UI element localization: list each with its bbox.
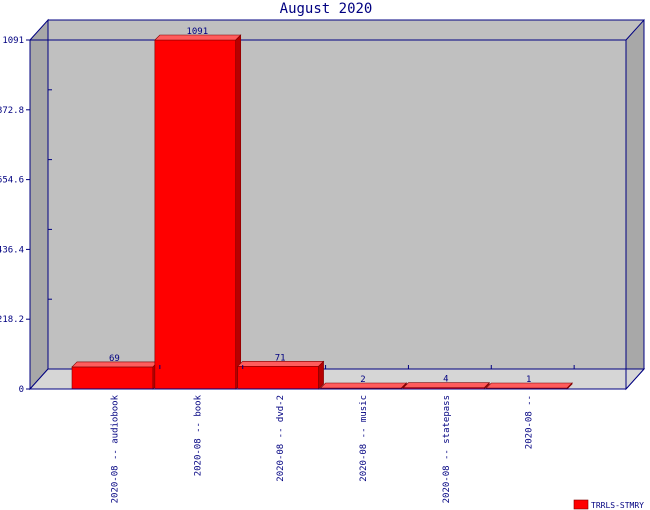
data-label: 1 [526, 375, 531, 385]
chart-title: August 2020 [280, 1, 373, 17]
y-tick-label: 218.2 [0, 315, 24, 325]
data-label: 4 [443, 375, 448, 385]
data-label: 71 [275, 353, 286, 363]
right-wall [625, 18, 645, 391]
legend-label: TRRLS-STMRY [591, 501, 644, 510]
bars: 69 1091 71 2 4 1 [71, 27, 573, 390]
x-tick-label: 2020-08 -- music [359, 395, 369, 482]
bar-front [71, 366, 154, 390]
x-tick-label: 2020-08 -- book [193, 394, 203, 476]
back-wall [47, 19, 645, 370]
x-tick-label: 2020-08 -- [525, 395, 535, 449]
bar-side [235, 34, 242, 390]
bar: 71 [236, 353, 325, 390]
plot-background [28, 18, 646, 391]
data-label: 1091 [186, 27, 208, 37]
x-tick-label: 2020-08 -- dvd-2 [276, 395, 286, 482]
bar: 1091 [154, 27, 242, 390]
y-tick-label: 1091 [2, 36, 24, 46]
data-label: 69 [109, 354, 120, 364]
y-tick-label: 0 [19, 385, 24, 395]
bar-front [154, 39, 237, 390]
y-axis: 0 218.2 436.4 654.6 872.8 1091 [0, 36, 31, 395]
x-tick-label: 2020-08 -- audiobook [110, 394, 120, 503]
x-axis: 2020-08 -- audiobook 2020-08 -- book 2020-… [30, 365, 626, 503]
data-label: 2 [360, 375, 365, 385]
bar-front [237, 365, 319, 390]
y-tick-label: 872.8 [0, 106, 24, 116]
y-tick-label: 436.4 [0, 245, 24, 255]
left-wall [29, 18, 49, 391]
legend: TRRLS-STMRY [573, 499, 644, 510]
bar-side [318, 360, 324, 390]
x-tick-label: 2020-08 -- statepass [442, 395, 452, 503]
legend-swatch [573, 499, 589, 510]
y-tick-label: 654.6 [0, 176, 24, 186]
